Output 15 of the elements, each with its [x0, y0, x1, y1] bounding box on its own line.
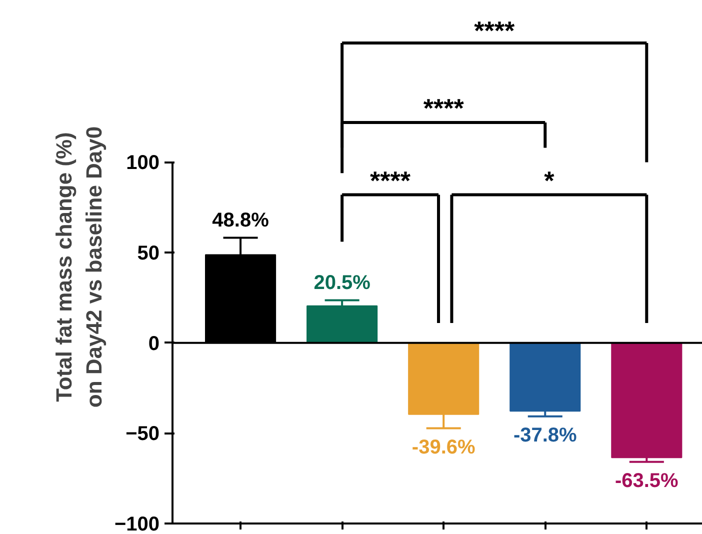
y-tick-label: −100: [114, 514, 160, 534]
data-label: 20.5%: [314, 272, 371, 294]
y-tick-label: 0: [148, 332, 160, 355]
y-tick-label: 50: [137, 242, 160, 265]
y-axis-title: Total fat mass change (%) on Day42 vs baseline Day0: [51, 126, 106, 408]
text: ****: [423, 93, 465, 124]
y-tick-label: −50: [126, 423, 160, 446]
data-label: -37.8%: [513, 424, 578, 446]
data-label: 48.8%: [212, 210, 270, 232]
y-tick-label: 100: [126, 152, 160, 174]
annotation: ****: [370, 165, 412, 196]
data-label: -39.6%: [412, 436, 476, 458]
data-label: -63.5%: [614, 470, 679, 492]
text: ****: [474, 15, 516, 46]
annotation: *: [544, 165, 556, 196]
